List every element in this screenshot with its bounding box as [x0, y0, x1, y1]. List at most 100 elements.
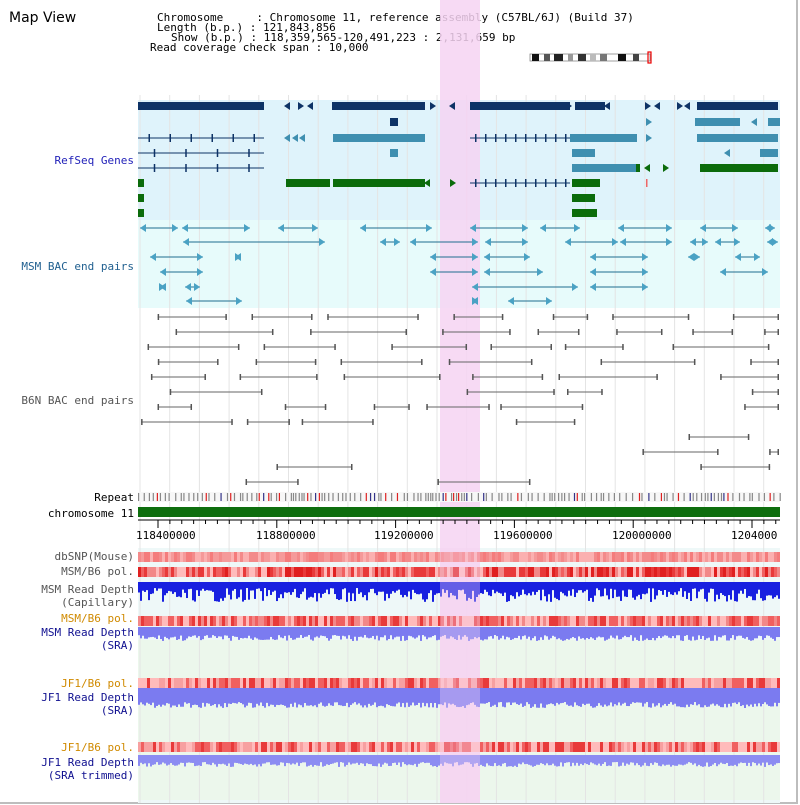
jf1-depth-trimmed-bar — [180, 755, 182, 763]
jf1-pol-cell — [291, 678, 294, 688]
jf1-pol-cell — [351, 742, 354, 752]
jf1-pol-cell — [309, 742, 312, 752]
msm-depth-capillary-bar — [612, 582, 614, 599]
repeat-element — [477, 493, 479, 501]
msm-depth-sra-bar — [522, 627, 524, 637]
jf1-depth-sra-bar — [602, 688, 604, 707]
jf1-pol-cell — [138, 742, 141, 752]
jf1-depth-trimmed-bar — [248, 755, 250, 765]
jf1-depth-sra-bar — [146, 688, 148, 703]
jf1-depth-trimmed-bar — [370, 755, 372, 765]
jf1-depth-trimmed-bar — [656, 755, 658, 763]
msm-pol-cell — [612, 616, 615, 626]
msm-depth-sra-bar — [412, 627, 414, 638]
msm-pol-cell — [639, 616, 642, 626]
msm-depth-sra-bar — [454, 627, 456, 640]
dbsnp-density-cell — [693, 552, 696, 562]
msm-depth-capillary-bar — [614, 582, 616, 590]
jf1-depth-trimmed-bar — [182, 755, 184, 763]
msm-depth-capillary-bar — [142, 582, 144, 591]
jf1-depth-sra-bar — [376, 688, 378, 708]
gene-exon-tick — [495, 134, 497, 142]
msm-depth-capillary-bar — [502, 582, 504, 596]
repeat-element — [230, 493, 232, 501]
jf1-pol-cell — [699, 678, 702, 688]
jf1-depth-trimmed-bar — [652, 755, 654, 765]
jf1-pol-cell — [540, 742, 543, 752]
msm-pol-cell — [252, 567, 255, 577]
repeat-element — [501, 493, 503, 501]
b6n-bac-end-mark — [169, 389, 172, 395]
repeat-element — [531, 493, 533, 501]
jf1-pol-cell — [729, 742, 732, 752]
jf1-pol-cell — [666, 678, 669, 688]
msm-depth-capillary-bar — [250, 582, 252, 591]
chromosome-ideogram[interactable] — [528, 51, 654, 65]
msm-depth-capillary-bar — [566, 582, 568, 597]
jf1-pol-cell — [219, 742, 222, 752]
jf1-depth-sra-bar — [774, 688, 776, 703]
jf1-depth-sra-bar — [588, 688, 590, 704]
msm-depth-sra-bar — [596, 627, 598, 638]
msm-depth-capillary-bar — [578, 582, 580, 591]
jf1-depth-trimmed-bar — [362, 755, 364, 764]
msm-pol-cell — [585, 567, 588, 577]
dbsnp-density-cell — [738, 552, 741, 562]
msm-depth-capillary-bar — [334, 582, 336, 595]
msm-depth-sra-bar — [418, 627, 420, 636]
msm-pol-cell — [354, 616, 357, 626]
jf1-pol-cell — [366, 678, 369, 688]
msm-pol-cell — [501, 616, 504, 626]
jf1-depth-sra-bar — [144, 688, 146, 706]
msm-pol-cell — [372, 616, 375, 626]
msm-pol-cell — [744, 616, 747, 626]
repeat-element — [292, 493, 295, 501]
msm-pol-cell — [558, 567, 561, 577]
msm-pol-cell — [294, 567, 297, 577]
dbsnp-density-cell — [654, 552, 657, 562]
jf1-depth-sra-bar — [148, 688, 150, 704]
b6n-bac-end-mark — [271, 329, 274, 335]
jf1-depth-sra-bar — [382, 688, 384, 707]
jf1-pol-cell — [453, 742, 456, 752]
jf1-depth-sra-bar — [424, 688, 426, 707]
msm-depth-sra-bar — [598, 627, 600, 637]
msm-depth-capillary-bar — [506, 582, 508, 602]
jf1-depth-sra-bar — [274, 688, 276, 707]
msm-pol-cell — [147, 616, 150, 626]
jf1-depth-sra-bar — [312, 688, 314, 707]
jf1-depth-sra-bar — [350, 688, 352, 705]
jf1-depth-trimmed-bar — [586, 755, 588, 765]
jf1-pol-cell — [282, 742, 285, 752]
b6n-bac-end-mark — [150, 374, 153, 380]
msm-depth-capillary-bar — [138, 582, 140, 593]
msm-pol-cell — [333, 616, 336, 626]
msm-depth-capillary-bar — [152, 582, 154, 594]
b6n-bac-end-mark — [316, 374, 318, 380]
msm-pol-cell — [660, 567, 663, 577]
msm-depth-capillary-bar — [446, 582, 448, 591]
msm-depth-sra-bar — [524, 627, 526, 636]
msm-pol-cell — [564, 567, 567, 577]
jf1-depth-trimmed-bar — [334, 755, 336, 763]
gene-exon-block — [697, 102, 778, 110]
jf1-pol-cell — [192, 742, 195, 752]
repeat-element — [507, 493, 509, 501]
msm-depth-capillary-bar — [628, 582, 630, 590]
jf1-depth-trimmed-bar — [158, 755, 160, 765]
repeat-element — [318, 493, 320, 501]
jf1-depth-sra-bar — [600, 688, 602, 706]
jf1-depth-trimmed-bar — [596, 755, 598, 766]
jf1-pol-cell — [153, 742, 156, 752]
jf1-pol-cell — [642, 742, 645, 752]
jf1-depth-sra-bar — [222, 688, 224, 708]
jf1-depth-sra-bar — [332, 688, 334, 706]
repeat-element — [403, 493, 405, 501]
gene-exon-tick — [555, 179, 557, 187]
jf1-depth-sra-bar — [496, 688, 498, 708]
msm-pol-cell — [429, 616, 432, 626]
b6n-bac-end-mark — [204, 374, 206, 380]
jf1-pol-cell — [297, 742, 300, 752]
jf1-depth-trimmed-bar — [718, 755, 720, 765]
